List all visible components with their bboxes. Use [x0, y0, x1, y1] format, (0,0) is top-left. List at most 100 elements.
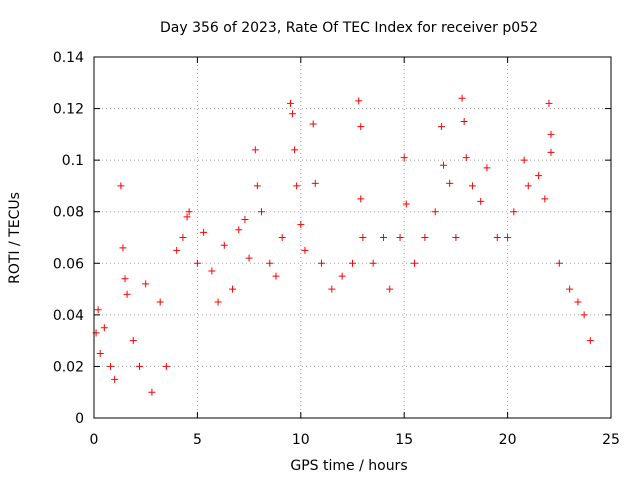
data-point — [301, 246, 309, 254]
data-point — [291, 146, 299, 154]
data-point — [468, 182, 476, 190]
data-point — [121, 275, 129, 283]
x-tick-label: 5 — [193, 432, 202, 448]
data-point — [462, 154, 470, 162]
data-point — [200, 228, 208, 236]
data-point — [179, 234, 187, 241]
data-point — [193, 259, 201, 267]
x-tick-label: 25 — [602, 432, 620, 448]
data-point — [369, 259, 377, 267]
data-point — [162, 362, 170, 370]
y-tick-label: 0.14 — [53, 50, 84, 66]
data-point — [183, 213, 191, 221]
data-point — [547, 148, 555, 156]
data-point — [357, 123, 365, 131]
data-point — [545, 99, 553, 107]
data-point — [309, 120, 317, 128]
data-point — [253, 182, 261, 190]
data-point — [220, 241, 228, 249]
y-tick-label: 0.06 — [53, 256, 84, 272]
data-point — [566, 285, 574, 293]
data-point — [547, 130, 555, 138]
x-tick-labels: 0 5 10 15 20 25 — [90, 432, 620, 448]
x-tick-label: 20 — [499, 432, 517, 448]
data-point — [541, 195, 549, 203]
data-point — [241, 215, 249, 223]
data-point — [173, 246, 181, 254]
data-point — [402, 200, 410, 208]
data-point — [586, 337, 594, 345]
data-point — [452, 234, 460, 241]
data-point — [272, 272, 280, 280]
data-point — [185, 208, 193, 216]
data-point — [245, 254, 253, 262]
y-tick-label: 0.04 — [53, 308, 84, 324]
x-axis-label: GPS time / hours — [290, 458, 407, 474]
data-point — [493, 234, 501, 241]
data-point — [483, 164, 491, 172]
data-point — [111, 375, 119, 383]
data-point — [431, 208, 439, 216]
data-point — [311, 179, 319, 187]
data-point — [555, 259, 563, 267]
data-point — [338, 272, 346, 280]
data-point — [156, 298, 164, 306]
y-tick-label: 0.12 — [53, 102, 84, 118]
data-point — [289, 110, 297, 118]
data-point — [421, 234, 429, 241]
data-point — [357, 195, 365, 203]
data-point — [574, 298, 582, 306]
data-point — [278, 234, 286, 241]
data-point — [446, 179, 454, 187]
data-point — [359, 234, 367, 241]
grid-lines — [94, 57, 611, 418]
data-point — [524, 182, 532, 190]
chart-title: Day 356 of 2023, Rate Of TEC Index for r… — [160, 20, 538, 36]
x-tick-label: 15 — [395, 432, 413, 448]
data-point — [286, 99, 294, 107]
data-point — [458, 94, 466, 102]
data-point — [297, 221, 305, 229]
data-point — [411, 259, 419, 267]
data-point — [266, 259, 274, 267]
data-point — [117, 182, 125, 190]
data-point — [258, 208, 266, 216]
data-point — [94, 306, 102, 314]
data-point — [396, 234, 404, 241]
y-axis-label: ROTI / TECUs — [7, 192, 23, 284]
data-point — [437, 123, 445, 131]
axis-ticks — [93, 56, 612, 419]
y-tick-label: 0.1 — [62, 153, 84, 169]
data-point — [510, 208, 518, 216]
data-point — [386, 285, 394, 293]
y-tick-label: 0.08 — [53, 205, 84, 221]
y-tick-label: 0.02 — [53, 359, 84, 375]
data-point — [504, 234, 512, 241]
data-point — [349, 259, 356, 267]
plot-frame — [93, 56, 612, 419]
data-point — [400, 154, 408, 162]
data-point — [293, 182, 301, 190]
data-points — [92, 94, 594, 396]
data-point — [317, 259, 325, 267]
data-point — [142, 280, 150, 288]
data-point — [477, 197, 485, 205]
data-point — [119, 244, 127, 252]
data-point — [148, 388, 156, 396]
x-tick-label: 0 — [90, 432, 99, 448]
data-point — [123, 290, 131, 298]
y-tick-labels: 0 0.02 0.04 0.06 0.08 0.1 0.12 0.14 — [53, 50, 84, 427]
y-tick-label: 0 — [75, 411, 84, 427]
x-tick-label: 10 — [292, 432, 310, 448]
data-point — [355, 97, 363, 105]
data-point — [439, 161, 447, 169]
data-point — [380, 234, 388, 241]
data-point — [229, 285, 237, 293]
data-point — [235, 226, 243, 234]
data-point — [535, 172, 543, 180]
data-point — [251, 146, 259, 154]
data-point — [129, 337, 137, 345]
data-point — [96, 350, 104, 358]
data-point — [107, 362, 115, 370]
